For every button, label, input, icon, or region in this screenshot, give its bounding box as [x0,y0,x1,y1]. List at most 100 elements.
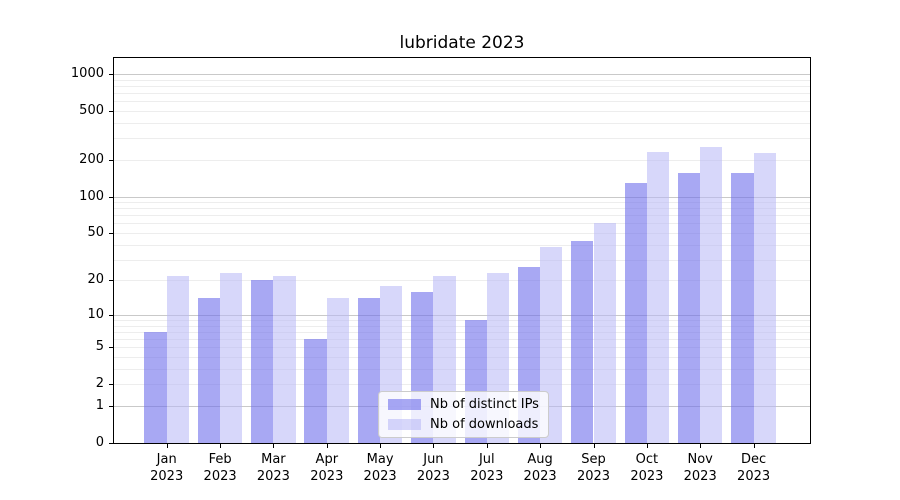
minor-gridline [114,215,810,217]
minor-gridline [114,110,810,112]
x-tick-label: Dec 2023 [737,452,771,484]
bar-downloads-mar [273,275,296,443]
legend-label-distinct-ips: Nb of distinct IPs [430,397,539,412]
minor-gridline [114,233,810,234]
y-tick [109,159,114,161]
y-tick-label: 1 [95,398,104,413]
x-tick [166,444,168,448]
x-tick [433,444,435,448]
y-tick-label: 20 [87,272,104,288]
y-tick [109,384,114,386]
minor-gridline [114,101,810,103]
bar-distinct-ips-apr [304,339,327,443]
y-tick [109,110,114,112]
minor-gridline [114,122,810,124]
x-tick [753,444,755,448]
chart-title: lubridate 2023 [399,33,525,53]
legend-swatch-downloads [388,419,421,430]
minor-gridline [114,223,810,225]
major-gridline [114,196,810,198]
bar-distinct-ips-mar [251,280,274,443]
x-tick-label: Nov 2023 [683,452,717,484]
x-tick-label: Oct 2023 [630,452,664,484]
legend-swatch-distinct-ips [388,399,421,410]
y-tick [109,280,114,282]
legend: Nb of distinct IPs Nb of downloads [378,391,549,438]
legend-item-distinct-ips: Nb of distinct IPs [388,397,539,412]
minor-gridline [114,159,810,161]
minor-gridline [114,244,810,246]
minor-gridline [114,320,810,321]
minor-gridline [114,208,810,210]
minor-gridline [114,331,810,333]
x-tick [540,444,542,448]
x-tick [486,444,488,448]
minor-gridline [114,325,810,327]
x-tick-label: Jul 2023 [470,452,504,484]
legend-item-downloads: Nb of downloads [388,417,539,432]
minor-gridline [114,357,810,358]
y-tick [109,347,114,349]
minor-gridline [114,347,810,349]
x-tick [326,444,328,448]
y-tick-label: 5 [95,339,104,355]
minor-gridline [114,79,810,81]
x-tick-label: Jan 2023 [150,452,184,484]
x-tick [273,444,275,448]
y-tick-label: 200 [79,151,104,167]
major-gridline [114,314,810,316]
minor-gridline [114,259,810,261]
x-tick [380,444,382,448]
minor-gridline [114,202,810,203]
y-tick [109,73,114,75]
y-tick [109,443,114,444]
minor-gridline [114,93,810,94]
minor-gridline [114,85,810,87]
bar-distinct-ips-nov [677,172,701,443]
y-tick-label: 0 [95,435,104,450]
bar-downloads-jan [166,275,189,443]
bar-distinct-ips-feb [197,298,221,443]
x-tick-label: Mar 2023 [256,452,290,484]
x-tick-label: Jun 2023 [416,452,450,484]
y-tick [109,314,114,316]
y-tick-label: 1000 [70,65,104,81]
x-tick-label: Aug 2023 [523,452,557,484]
x-tick [220,444,222,448]
bar-distinct-ips-jan [144,331,167,443]
y-tick-label: 100 [79,188,104,204]
y-tick [109,196,114,198]
bar-downloads-feb [220,273,243,443]
bar-downloads-apr [326,298,350,443]
legend-label-downloads: Nb of downloads [430,417,539,432]
minor-gridline [114,384,810,386]
bar-downloads-dec [753,153,776,443]
y-tick-label: 50 [87,225,104,240]
x-tick [700,444,702,448]
minor-gridline [114,339,810,341]
bar-downloads-oct [646,151,670,443]
bar-downloads-nov [700,146,723,443]
bar-distinct-ips-may [357,298,381,443]
bar-distinct-ips-oct [624,182,647,443]
y-tick [109,233,114,234]
minor-gridline [114,368,810,370]
x-tick [593,444,595,448]
x-tick-label: Sep 2023 [576,452,611,484]
y-tick [109,406,114,407]
bar-downloads-sep [593,223,616,443]
x-tick-label: Feb 2023 [203,452,237,484]
bar-distinct-ips-sep [571,240,594,443]
y-tick-label: 2 [95,376,104,392]
bar-distinct-ips-dec [731,172,754,443]
x-tick-label: May 2023 [363,452,397,484]
y-tick-label: 500 [79,102,104,118]
minor-gridline [114,280,810,282]
plot-area [113,57,811,444]
major-gridline [114,73,810,75]
y-tick-label: 10 [87,306,104,322]
x-tick [646,444,648,448]
x-tick-label: Apr 2023 [310,452,344,484]
minor-gridline [114,138,810,140]
